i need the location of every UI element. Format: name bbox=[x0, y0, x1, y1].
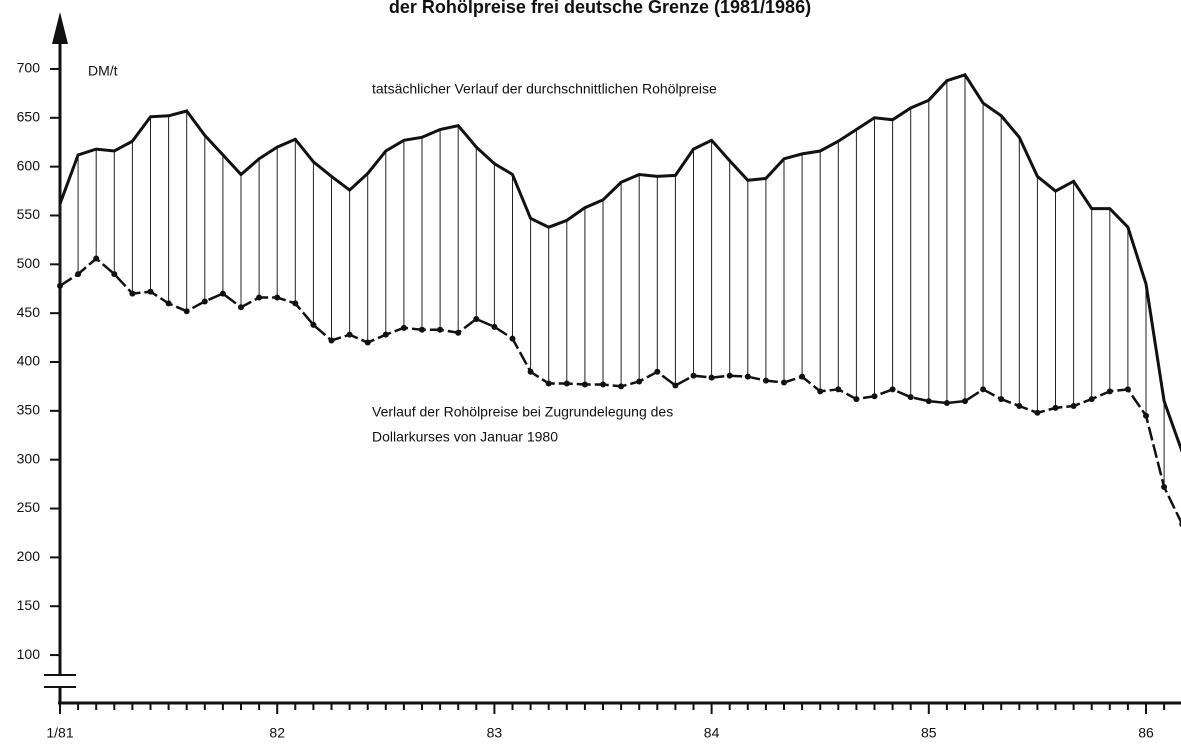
point bbox=[310, 321, 317, 328]
x-tick-label: 1/81 bbox=[46, 725, 73, 741]
point bbox=[219, 290, 226, 297]
point bbox=[292, 300, 299, 307]
point bbox=[1034, 409, 1041, 416]
point bbox=[654, 368, 661, 375]
point bbox=[111, 271, 118, 278]
annotation: tatsächlicher Verlauf der durchschnittli… bbox=[372, 81, 717, 97]
x-tick-label: 84 bbox=[704, 725, 720, 741]
y-tick-label: 550 bbox=[17, 206, 41, 222]
annotation: Verlauf der Rohölpreise bei Zugrundelegu… bbox=[372, 404, 673, 420]
x-tick-label: 83 bbox=[487, 725, 503, 741]
x-tick-label: 85 bbox=[921, 725, 937, 741]
point bbox=[491, 323, 498, 330]
point bbox=[1124, 386, 1131, 393]
point bbox=[274, 294, 281, 301]
point bbox=[1161, 484, 1168, 491]
point bbox=[853, 396, 860, 403]
point bbox=[364, 339, 371, 346]
y-tick-label: 500 bbox=[17, 255, 41, 271]
point bbox=[1070, 402, 1077, 409]
y-tick-label: 300 bbox=[17, 450, 41, 466]
point bbox=[382, 331, 389, 338]
point bbox=[1052, 404, 1059, 411]
y-tick-label: 250 bbox=[17, 499, 41, 515]
series-line bbox=[58, 73, 1181, 453]
point bbox=[509, 335, 516, 342]
series-line bbox=[59, 256, 1181, 525]
point bbox=[238, 304, 244, 311]
point bbox=[57, 282, 63, 289]
point bbox=[672, 382, 679, 389]
x-tick-label: 86 bbox=[1138, 725, 1154, 741]
y-tick-label: 150 bbox=[17, 597, 41, 613]
y-tick-label: 100 bbox=[17, 646, 41, 662]
point bbox=[75, 271, 82, 278]
x-tick-label: 82 bbox=[269, 725, 285, 741]
point bbox=[346, 331, 353, 338]
point bbox=[636, 378, 643, 385]
annotation: Dollarkurses von Januar 1980 bbox=[372, 429, 558, 445]
point bbox=[183, 308, 190, 315]
point bbox=[165, 300, 172, 307]
point bbox=[980, 386, 987, 393]
y-tick-label: 200 bbox=[17, 548, 41, 564]
point bbox=[889, 386, 896, 393]
point bbox=[1088, 396, 1095, 403]
point bbox=[473, 316, 480, 323]
y-tick-label: 450 bbox=[17, 304, 41, 320]
point bbox=[817, 388, 824, 395]
point bbox=[581, 381, 588, 388]
point bbox=[419, 326, 425, 333]
axis-arrow bbox=[52, 12, 68, 44]
point bbox=[1143, 412, 1149, 419]
point bbox=[545, 380, 552, 387]
axis-break-gap bbox=[46, 674, 74, 688]
point bbox=[201, 298, 208, 305]
point bbox=[527, 368, 534, 375]
point bbox=[1016, 402, 1023, 409]
point bbox=[925, 398, 932, 405]
point bbox=[835, 386, 842, 393]
point bbox=[799, 373, 806, 380]
point bbox=[437, 326, 444, 333]
point bbox=[455, 329, 462, 336]
point bbox=[781, 379, 787, 386]
point bbox=[129, 290, 136, 297]
point bbox=[962, 398, 968, 405]
y-axis-label: DM/t bbox=[88, 63, 118, 79]
y-tick-label: 400 bbox=[17, 353, 41, 369]
point bbox=[744, 373, 751, 380]
point bbox=[943, 400, 950, 407]
y-tick-label: 350 bbox=[17, 402, 41, 418]
point bbox=[690, 372, 697, 379]
y-tick-label: 700 bbox=[17, 60, 41, 76]
y-tick-label: 650 bbox=[17, 109, 41, 125]
point bbox=[563, 380, 570, 387]
point bbox=[762, 377, 769, 384]
point bbox=[618, 383, 625, 390]
point bbox=[871, 393, 878, 400]
point bbox=[400, 324, 407, 331]
point bbox=[998, 396, 1005, 403]
point bbox=[256, 294, 263, 301]
point bbox=[328, 337, 335, 344]
point bbox=[907, 394, 914, 401]
point bbox=[93, 255, 100, 262]
y-tick-label: 600 bbox=[17, 157, 41, 173]
point bbox=[726, 372, 733, 379]
point bbox=[147, 288, 154, 295]
chart-title: der Rohölpreise frei deutsche Grenze (19… bbox=[389, 0, 811, 17]
point bbox=[1106, 388, 1113, 395]
point bbox=[600, 381, 606, 388]
point bbox=[708, 374, 715, 381]
